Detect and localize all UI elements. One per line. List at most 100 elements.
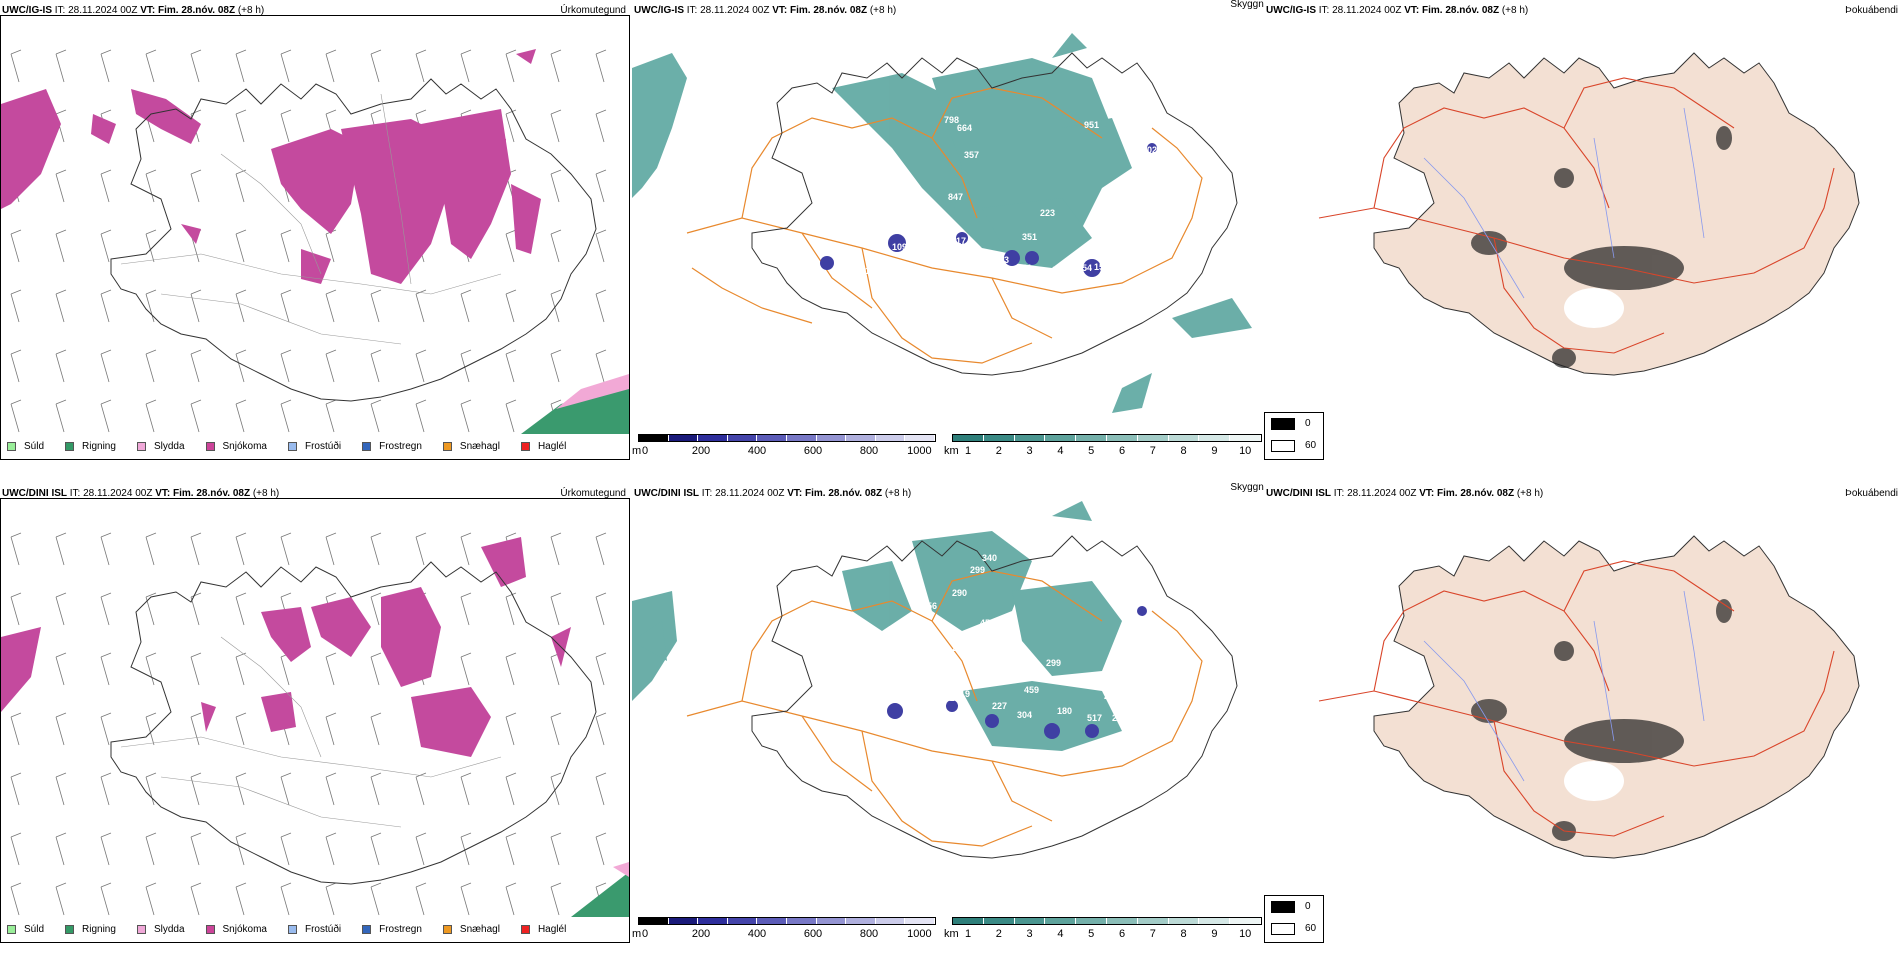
fog-legend-swatch: [1271, 440, 1295, 452]
valid-time: VT: Fim. 28.nóv. 08Z: [787, 488, 883, 499]
visibility-map: 299 290 340 458 245 456 299 459 262 15 2…: [632, 501, 1238, 859]
visibility-tick: 1: [964, 928, 972, 940]
river-network: [1423, 590, 1705, 782]
sleet-area: [556, 374, 629, 409]
legend-swatch: [442, 924, 452, 934]
low-visibility-areas: [632, 501, 1122, 751]
cloud-label: 351: [1022, 232, 1037, 242]
fog-index-panel: UWC/DINI ISL IT: 28.11.2024 00Z VT: Fim.…: [1264, 483, 1900, 958]
fog-legend-label: 60: [1305, 923, 1317, 934]
visibility-tick: 2: [995, 928, 1002, 940]
visibility-unit: km: [944, 445, 959, 457]
visibility-map: 798 664 357 847 951 102 60 48 223 351 37…: [632, 33, 1252, 413]
height-hotspots: [887, 606, 1147, 739]
panel-header: UWC/DINI ISL IT: 28.11.2024 00Z VT: Fim.…: [2, 487, 630, 501]
cloud-label: 123: [994, 255, 1009, 265]
precip-map: [1, 532, 629, 917]
height-tick: 200: [691, 445, 711, 457]
visibility-ticks: 1 2 3 4 5 6 7 8 9 10: [964, 928, 1252, 942]
legend-swatch: [520, 441, 530, 451]
forecast-row-ig: UWC/IG-IS IT: 28.11.2024 00Z VT: Fim. 28…: [0, 0, 1900, 475]
map-frame: Súld Rigning Slydda Snjókoma Frostúði Fr…: [0, 15, 630, 460]
valid-time: VT: Fim. 28.nóv. 08Z: [1419, 488, 1515, 499]
lead-time: (+8 h): [1501, 5, 1529, 16]
legend-item: Frostúði: [287, 924, 341, 935]
visibility-tick: 4: [1057, 928, 1064, 940]
low-visibility-areas: [632, 33, 1252, 413]
wind-barbs: [10, 49, 607, 433]
visibility-tick: 10: [1239, 928, 1252, 940]
height-tick: 600: [803, 445, 823, 457]
height-tick: 800: [859, 928, 879, 940]
field-name: Úrkomutegund: [560, 488, 626, 499]
visibility-tick: 6: [1118, 445, 1126, 457]
road-network: [686, 570, 1203, 847]
cloud-label: 798: [944, 115, 959, 125]
cloud-label: 245: [952, 643, 967, 653]
fog-legend: 0 60: [1264, 412, 1324, 460]
height-tick: 800: [859, 445, 879, 457]
fog-map: [1318, 535, 1860, 859]
legend-item: Haglél: [520, 924, 566, 935]
legend-label: Haglél: [537, 440, 567, 452]
model-name: UWC/IG-IS: [634, 5, 684, 16]
cloud-label: 125: [865, 266, 880, 276]
height-colorbar-bar: [638, 917, 936, 925]
snow-areas: [1, 49, 541, 284]
lead-time: (+8 h): [237, 5, 265, 16]
forecast-row-dini: UWC/DINI ISL IT: 28.11.2024 00Z VT: Fim.…: [0, 483, 1900, 958]
height-tick: 200: [691, 928, 711, 940]
cloud-label: 664: [957, 123, 972, 133]
cloud-label: 456: [922, 601, 937, 611]
issue-time: IT: 28.11.2024 00Z: [1318, 5, 1402, 16]
lead-time: (+8 h): [1516, 488, 1544, 499]
visibility-tick: 5: [1088, 445, 1095, 457]
height-tick: 0: [641, 445, 649, 457]
fog-map: [1318, 52, 1860, 376]
legend-label: Slydda: [153, 923, 185, 935]
cloud-label: 951: [1084, 120, 1099, 130]
panel-header: UWC/IG-IS IT: 28.11.2024 00Z VT: Fim. 28…: [634, 0, 1264, 18]
road-network: [686, 87, 1203, 364]
field-name: Þokuábendi: [1845, 488, 1898, 499]
fog-legend: 0 60: [1264, 895, 1324, 943]
legend-swatch: [362, 441, 372, 451]
field-name: Skyggni: [1230, 0, 1264, 10]
visibility-tick: 3: [1026, 928, 1033, 940]
cloud-label: 290: [952, 588, 967, 598]
cloud-labels: 798 664 357 847 951 102 60 48 223 351 37…: [846, 115, 1188, 282]
height-tick: 1000: [907, 445, 932, 457]
cloud-label: 227: [992, 701, 1007, 711]
legend-label: Frostregn: [379, 440, 422, 452]
cloud-label: 231: [1017, 263, 1032, 273]
fog-index-panel: UWC/IG-IS IT: 28.11.2024 00Z VT: Fim. 28…: [1264, 0, 1900, 475]
fog-legend-label: 0: [1305, 418, 1311, 429]
visibility-tick: 2: [995, 445, 1002, 457]
legend-swatch: [442, 441, 452, 451]
legend-label: Frostregn: [379, 923, 422, 935]
fog-legend-label: 60: [1305, 440, 1317, 451]
panel-header: UWC/DINI ISL IT: 28.11.2024 00Z VT: Fim.…: [1266, 487, 1898, 501]
visibility-panel: UWC/DINI ISL IT: 28.11.2024 00Z VT: Fim.…: [632, 483, 1264, 958]
legend-swatch: [136, 924, 146, 934]
cloud-label: 340: [982, 553, 997, 563]
legend-label: Súld: [24, 440, 45, 452]
height-colorbar: m 0 200 400 600 800 1000: [632, 917, 937, 947]
legend-label: Snjókoma: [222, 923, 267, 935]
height-tick: 400: [747, 445, 767, 457]
cloud-label: 17: [956, 236, 966, 246]
cloud-label: 48: [1172, 185, 1182, 195]
fog-areas: [1471, 126, 1732, 368]
valid-time: VT: Fim. 28.nóv. 08Z: [772, 5, 868, 16]
fog-areas: [1471, 599, 1732, 841]
precip-type-panel: UWC/IG-IS IT: 28.11.2024 00Z VT: Fim. 28…: [0, 0, 632, 475]
fog-legend-swatch: [1271, 418, 1295, 430]
cloud-label: 372: [1107, 240, 1122, 250]
cloud-label: 15: [892, 688, 902, 698]
wind-barbs: [10, 532, 607, 916]
legend-item: Snæhagl: [442, 924, 500, 935]
cloud-label: 847: [948, 192, 963, 202]
height-unit: m: [632, 445, 642, 457]
visibility-tick: 8: [1180, 928, 1187, 940]
visibility-tick: 8: [1180, 445, 1187, 457]
